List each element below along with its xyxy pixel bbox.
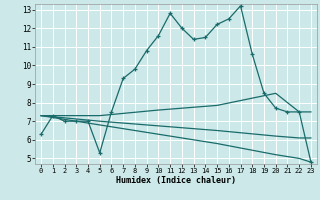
X-axis label: Humidex (Indice chaleur): Humidex (Indice chaleur) — [116, 176, 236, 185]
